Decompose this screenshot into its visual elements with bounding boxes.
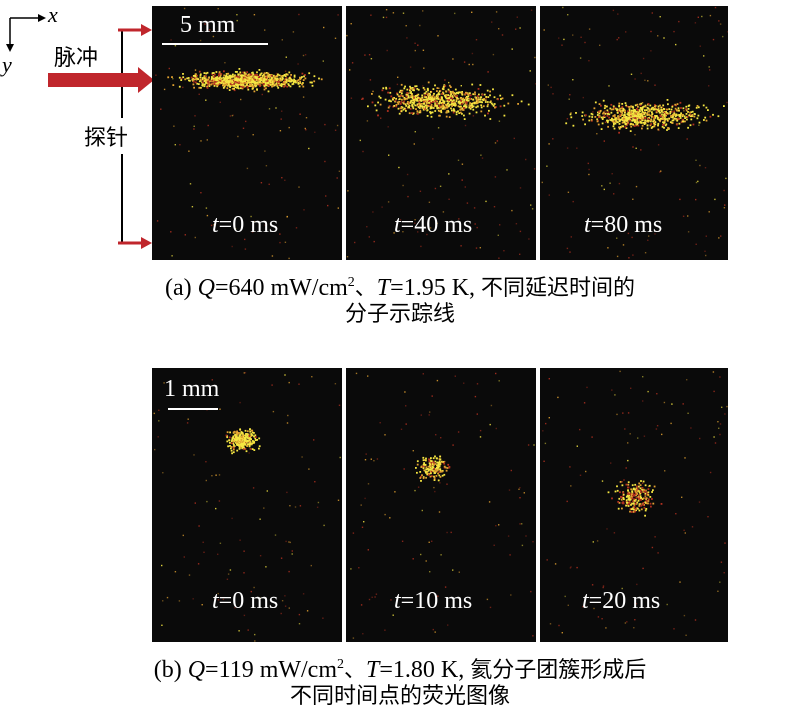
scale-bar-line-b: [168, 408, 218, 410]
time-label-b2: t=10 ms: [394, 588, 473, 614]
pulse-probe-diagram: [48, 24, 154, 249]
caption-b-line1: (b) Q=119 mW/cm2、T=1.80 K, 氦分子团簇形成后: [153, 657, 647, 683]
probe-label: 探针: [84, 118, 129, 154]
panel-b-image-3: t=20 ms: [540, 368, 728, 642]
panel-b-image-1: 1 mm t=0 ms: [152, 368, 342, 642]
panel-b-image-2: t=10 ms: [346, 368, 536, 642]
panel-b-dots-2: [350, 372, 535, 639]
panel-a-image-3: t=80 ms: [540, 6, 728, 260]
panel-a-image-1: 5 mm t=0 ms: [152, 6, 342, 260]
time-label-b1: t=0 ms: [212, 588, 279, 614]
time-label-a2: t=40 ms: [394, 212, 473, 238]
pulse-label: 脉冲: [54, 40, 99, 72]
panel-a-dots-2: [346, 9, 536, 259]
scale-bar-label-a: 5 mm: [180, 12, 236, 38]
axis-arrows-icon: [6, 14, 46, 52]
time-label-b3: t=20 ms: [582, 588, 661, 614]
panel-a-image-2: t=40 ms: [346, 6, 536, 260]
scale-bar-label-b: 1 mm: [164, 376, 220, 402]
panel-a-dots-1: [155, 7, 341, 260]
scale-bar-line-a: [162, 43, 268, 45]
axis-indicator: [2, 4, 62, 74]
caption-a-line2: 分子示踪线: [344, 302, 455, 327]
panel-b-dots-1: [153, 372, 341, 642]
caption-a-line1: (a) Q=640 mW/cm2、T=1.95 K, 不同延迟时间的: [164, 275, 636, 301]
panel-a-dots-3: [541, 6, 728, 259]
caption-b-line2: 不同时间点的荧光图像: [289, 684, 510, 709]
time-label-a3: t=80 ms: [584, 212, 663, 238]
panel-b-dots-3: [542, 370, 728, 636]
time-label-a1: t=0 ms: [212, 212, 279, 238]
x-axis-label: x: [48, 2, 58, 27]
y-axis-label: y: [2, 52, 12, 77]
